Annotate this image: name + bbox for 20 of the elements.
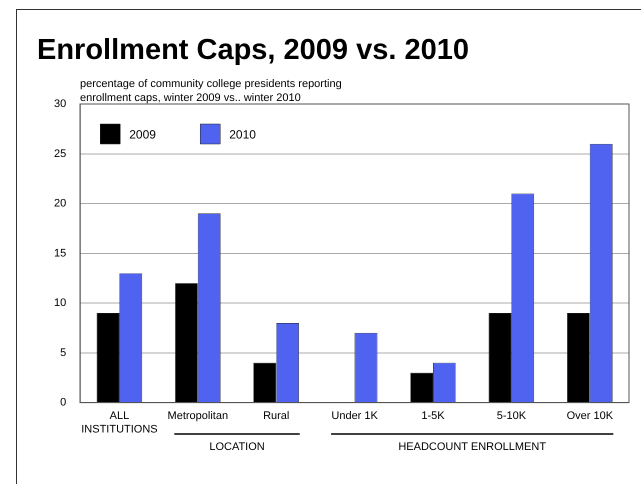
- x-tick-label: Rural: [263, 410, 290, 422]
- x-tick-label: Metropolitan: [168, 410, 228, 422]
- x-tick-label: ALL INSTITUTIONS: [81, 410, 158, 436]
- text: LOCATION: [209, 441, 265, 454]
- x-tick-label: Over 10K: [566, 410, 614, 422]
- legend-label: 2009: [129, 127, 156, 142]
- y-tick-label: 30: [54, 98, 66, 110]
- y-tick-label: 20: [54, 198, 66, 210]
- chart-subtitle: percentage of community college presidents reporting enrollment caps, winter 2009 vs.. winter 2010: [80, 77, 343, 105]
- y-tick-label: 25: [54, 148, 66, 160]
- chart-title: Enrollment Caps, 2009 vs. 2010: [37, 34, 469, 67]
- y-tick-label: 0: [60, 396, 66, 409]
- y-tick-label: 15: [54, 247, 66, 260]
- text: HEADCOUNT ENROLLMENT: [398, 441, 546, 454]
- y-tick-label: 10: [54, 297, 66, 310]
- x-tick-label: 5-10K: [496, 410, 527, 422]
- legend-label: 2010: [229, 127, 256, 142]
- x-tick-label: 1-5K: [421, 410, 446, 422]
- y-tick-label: 5: [60, 346, 66, 359]
- x-tick-label: Under 1K: [331, 410, 379, 422]
